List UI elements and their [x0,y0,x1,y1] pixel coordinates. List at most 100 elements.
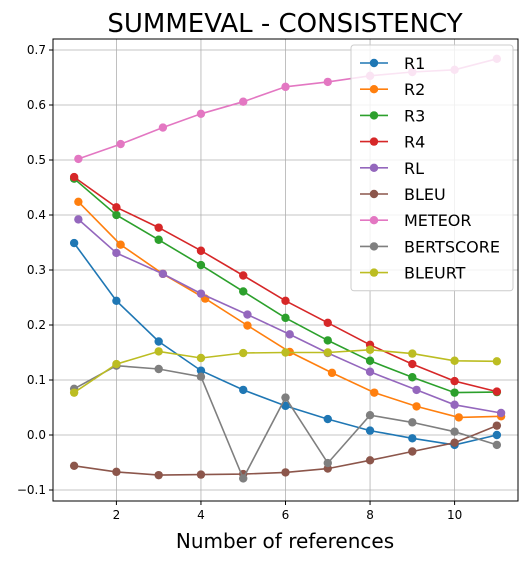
data-point [112,203,121,212]
data-point [365,426,375,435]
data-point [408,434,417,443]
y-tick-label: 0.3 [27,263,46,277]
data-point [450,438,459,447]
data-point [365,356,375,365]
legend-item-r3: R3 [360,106,425,125]
data-point [281,401,290,411]
legend: R1 R2 R3 R4 RL BLEU METEOR BERTSCORE BLEURT [350,44,514,292]
data-point [116,139,125,149]
x-axis-label: Number of references [176,529,394,553]
data-point [243,310,252,319]
data-point [154,364,163,374]
data-point [365,367,375,376]
series-rl [74,215,506,418]
x-tick-label: 6 [282,508,290,522]
y-tick-label: −0.1 [17,483,46,497]
data-point [69,461,79,470]
data-point [408,447,417,456]
legend-item-r1: R1 [360,54,425,73]
data-point [239,287,248,296]
data-point [196,353,206,363]
data-point [323,336,332,345]
data-point [408,359,417,369]
data-point [112,359,121,369]
data-point [196,260,206,270]
data-point [454,413,464,422]
legend-swatch-marker [369,189,379,199]
y-tick-label: 0.2 [27,318,46,332]
ticks: 2 4 6 8 10 −0.1 0.0 0.1 0.2 0.3 0.4 0.5 0.6 0.7 [17,43,462,522]
data-point [496,408,506,418]
data-point [112,296,121,305]
legend-swatch-marker [369,163,379,172]
data-point [69,238,79,248]
data-point [450,427,459,436]
y-tick-label: 0.4 [27,208,46,222]
data-point [281,393,290,402]
data-point [196,289,206,298]
data-point [196,109,206,119]
legend-label: RL [404,159,424,178]
data-point [281,313,290,323]
data-point [154,337,163,346]
data-point [196,372,206,381]
data-point [281,348,290,357]
data-point [196,366,206,375]
legend-swatch-marker [369,58,379,68]
data-point [196,246,206,255]
data-point [74,215,83,224]
data-point [158,269,168,279]
data-point [327,368,337,378]
data-point [158,123,168,132]
data-point [450,356,459,365]
data-point [450,376,459,386]
data-point [492,421,502,430]
chart-title: SUMMEVAL - CONSISTENCY [107,9,462,39]
data-point [239,474,248,483]
data-point [243,321,252,330]
data-point [154,235,163,244]
data-point [281,296,290,305]
data-point [196,470,206,479]
data-point [281,82,290,92]
data-point [370,388,379,397]
data-point [69,388,79,397]
legend-label: BERTSCORE [404,237,500,256]
x-tick-label: 8 [366,508,374,522]
data-point [323,348,332,357]
data-point [450,388,459,397]
data-point [365,411,375,420]
x-tick-label: 2 [113,508,121,522]
y-tick-label: 0.0 [27,428,46,442]
series-bleurt [69,345,502,397]
data-point [323,318,332,327]
y-tick-label: 0.1 [27,373,46,387]
x-tick-label: 4 [197,508,205,522]
data-point [112,210,121,220]
data-point [408,418,417,427]
legend-swatch-marker [369,111,379,120]
series-r1 [69,238,502,450]
legend-swatch-marker [369,137,379,146]
data-point [239,385,248,395]
data-point [74,197,83,206]
data-point [412,402,421,411]
data-point [323,458,332,468]
legend-item-r2: R2 [360,80,425,99]
y-tick-label: 0.5 [27,153,46,167]
legend-box [350,44,514,292]
legend-item-bleu: BLEU [360,185,446,204]
legend-label: BLEU [404,185,446,204]
legend-swatch-marker [369,85,379,94]
legend-label: R2 [404,80,425,99]
legend-item-meteor: METEOR [360,211,472,230]
data-point [239,97,248,106]
legend-label: R4 [404,133,425,152]
legend-swatch-marker [369,242,379,251]
legend-label: R3 [404,106,425,125]
data-point [450,400,459,409]
data-point [74,154,83,164]
data-point [154,223,163,232]
data-point [412,385,421,395]
